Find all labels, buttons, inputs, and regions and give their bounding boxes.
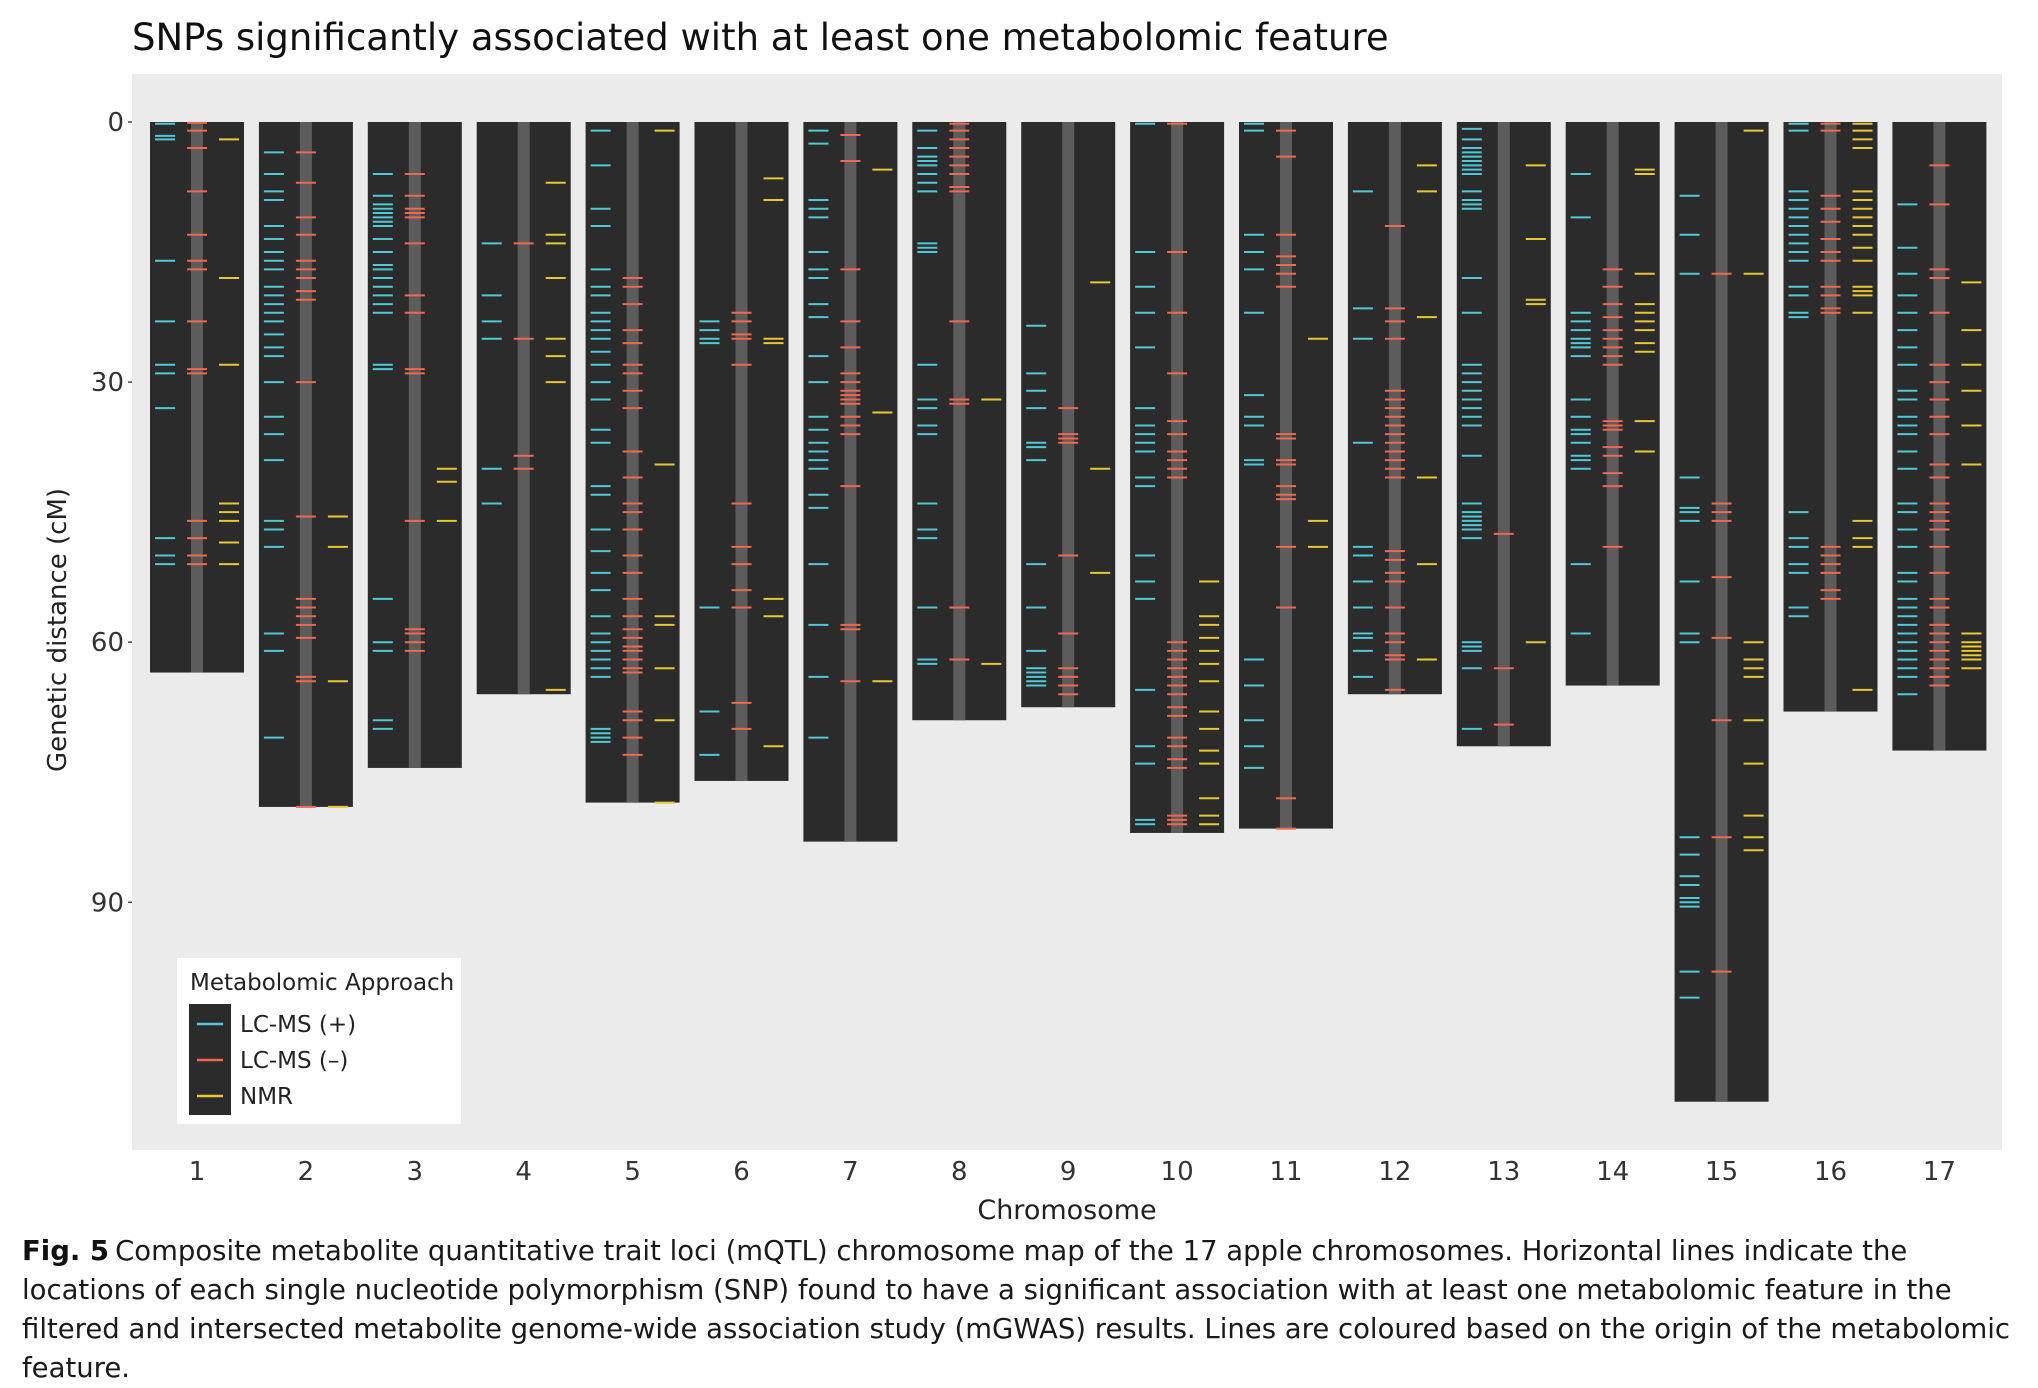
x-tick-label-14: 14 — [1596, 1157, 1629, 1187]
chromosome-12 — [1347, 122, 1442, 695]
chromosome-3 — [367, 122, 462, 768]
chart-title: SNPs significantly associated with at le… — [132, 16, 1389, 59]
chromosome-8 — [912, 122, 1007, 721]
y-tick-label-30: 30 — [91, 368, 124, 398]
chromosome-15-centerline — [1715, 122, 1728, 1102]
y-axis: 0 30 60 90 — [91, 108, 132, 918]
y-tick-label-0: 0 — [107, 108, 124, 138]
x-axis-label: Chromosome — [977, 1195, 1156, 1220]
x-tick-label-15: 15 — [1705, 1157, 1738, 1187]
x-tick-label-9: 9 — [1060, 1157, 1077, 1187]
chromosome-11-centerline — [1280, 122, 1292, 829]
chromosome-7-centerline — [844, 122, 857, 842]
chromosome-17 — [1892, 122, 1987, 751]
chromosome-5 — [585, 122, 680, 804]
chromosome-7 — [803, 122, 898, 842]
legend: Metabolomic Approach LC-MS (+) LC-MS (–) N… — [177, 958, 461, 1124]
chromosome-16-centerline — [1824, 122, 1837, 712]
chromosome-8-centerline — [953, 122, 966, 721]
x-tick-label-1: 1 — [189, 1157, 206, 1187]
x-tick-label-17: 17 — [1923, 1157, 1956, 1187]
chromosome-14-centerline — [1606, 122, 1619, 686]
caption-text: Composite metabolite quantitative trait … — [22, 1235, 2011, 1384]
x-tick-label-5: 5 — [624, 1157, 641, 1187]
chromosome-17-centerline — [1933, 122, 1946, 751]
caption-label: Fig. 5 — [22, 1235, 110, 1267]
y-tick-label-90: 90 — [91, 888, 124, 918]
x-tick-label-10: 10 — [1161, 1157, 1194, 1187]
chromosome-3-centerline — [408, 122, 421, 768]
chromosome-1-centerline — [191, 122, 203, 673]
x-tick-label-16: 16 — [1814, 1157, 1847, 1187]
chromosome-13-centerline — [1497, 122, 1510, 747]
x-tick-label-13: 13 — [1487, 1157, 1520, 1187]
x-tick-label-2: 2 — [298, 1157, 315, 1187]
x-tick-label-4: 4 — [515, 1157, 532, 1187]
legend-label-3: NMR — [240, 1084, 293, 1110]
chromosome-11 — [1239, 122, 1333, 830]
chromosome-5-centerline — [626, 122, 639, 803]
chromosome-15 — [1674, 122, 1769, 1102]
legend-label-2: LC-MS (–) — [240, 1048, 348, 1074]
chromosome-14 — [1565, 122, 1660, 686]
chromosome-10 — [1130, 122, 1225, 833]
x-tick-label-6: 6 — [733, 1157, 750, 1187]
chromosomes-layer — [150, 121, 1987, 1102]
chromosome-16 — [1783, 122, 1878, 712]
legend-title: Metabolomic Approach — [190, 970, 454, 996]
chromosome-1 — [150, 121, 244, 673]
chromosome-6-centerline — [735, 122, 748, 781]
y-axis-label: Genetic distance (cM) — [43, 488, 73, 772]
chromosome-13 — [1456, 122, 1551, 747]
x-tick-label-3: 3 — [407, 1157, 424, 1187]
chromosome-4-centerline — [517, 122, 530, 695]
figure-caption: Fig. 5 Composite metabolite quantitative … — [22, 1232, 2018, 1388]
chromosome-4 — [476, 122, 571, 695]
x-axis: 1 2 3 4 5 6 7 8 9 10 11 12 13 14 15 16 17 — [189, 1157, 1956, 1187]
chromosome-9-centerline — [1062, 122, 1075, 708]
legend-label-1: LC-MS (+) — [240, 1012, 356, 1038]
x-tick-label-7: 7 — [842, 1157, 859, 1187]
chromosome-6 — [694, 122, 789, 781]
x-tick-label-11: 11 — [1269, 1157, 1302, 1187]
chromosome-9 — [1021, 122, 1116, 708]
chromosome-2-centerline — [299, 122, 312, 807]
y-tick-label-60: 60 — [91, 628, 124, 658]
chromosome-2 — [258, 122, 353, 808]
x-tick-label-8: 8 — [951, 1157, 968, 1187]
x-tick-label-12: 12 — [1378, 1157, 1411, 1187]
